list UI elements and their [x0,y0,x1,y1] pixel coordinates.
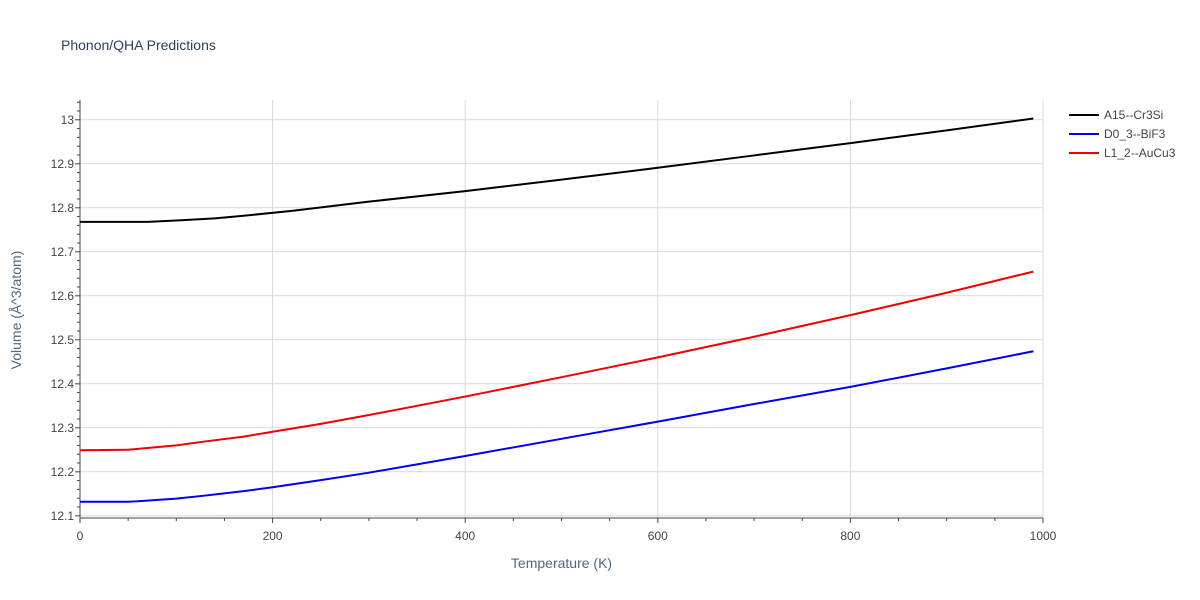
legend-label: D0_3--BiF3 [1104,127,1166,141]
x-tick-label: 600 [648,529,668,543]
x-axis-title: Temperature (K) [511,555,612,571]
grid [80,100,1044,518]
legend-item-1[interactable]: A15--Cr3Si [1069,108,1163,122]
x-tick-label: 400 [455,529,475,543]
y-tick-label: 12.8 [51,201,75,215]
x-tick-label: 200 [263,529,283,543]
y-tick-label: 12.1 [51,509,75,523]
legend-label: L1_2--AuCu3 [1104,146,1176,160]
series-line-3 [79,270,1034,452]
series [79,117,1034,503]
y-tick-label: 12.4 [51,377,75,391]
y-tick-label: 13 [61,113,75,127]
x-tick-label: 800 [840,529,860,543]
legend-item-2[interactable]: D0_3--BiF3 [1069,127,1166,141]
y-tick-label: 12.3 [51,421,75,435]
series-line-2 [80,350,1034,503]
y-tick-label: 12.9 [51,157,75,171]
y-tick-label: 12.6 [51,289,75,303]
axes: 0 200 400 600 800 1000 12.1 12.2 12.3 12.4 12.5 12.… [51,100,1057,543]
chart-title: Phonon/QHA Predictions [61,37,216,53]
y-tick-label: 12.2 [51,465,75,479]
x-tick-label: 1000 [1030,529,1057,543]
y-axis-title: Volume (Å^3/atom) [8,251,24,370]
x-tick-label: 0 [77,529,84,543]
legend[interactable]: A15--Cr3Si D0_3--BiF3 L1_2--AuCu3 [1069,108,1176,160]
y-tick-label: 12.5 [51,333,75,347]
legend-item-3[interactable]: L1_2--AuCu3 [1069,146,1176,160]
legend-label: A15--Cr3Si [1104,108,1163,122]
y-tick-label: 12.7 [51,245,75,259]
series-line-1 [80,117,1034,223]
